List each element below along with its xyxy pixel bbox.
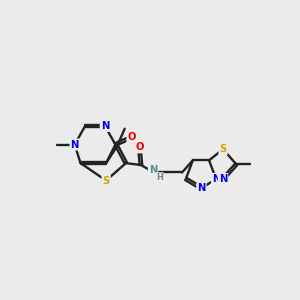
Text: S: S [103, 176, 110, 186]
Text: N: N [197, 183, 206, 193]
Text: N: N [219, 174, 227, 184]
Text: N: N [149, 165, 157, 175]
Text: N: N [101, 121, 109, 131]
Text: H: H [156, 173, 163, 182]
Text: O: O [135, 142, 144, 152]
Text: N: N [212, 174, 220, 184]
Text: N: N [70, 140, 79, 149]
Text: O: O [128, 132, 136, 142]
Text: S: S [219, 144, 227, 154]
